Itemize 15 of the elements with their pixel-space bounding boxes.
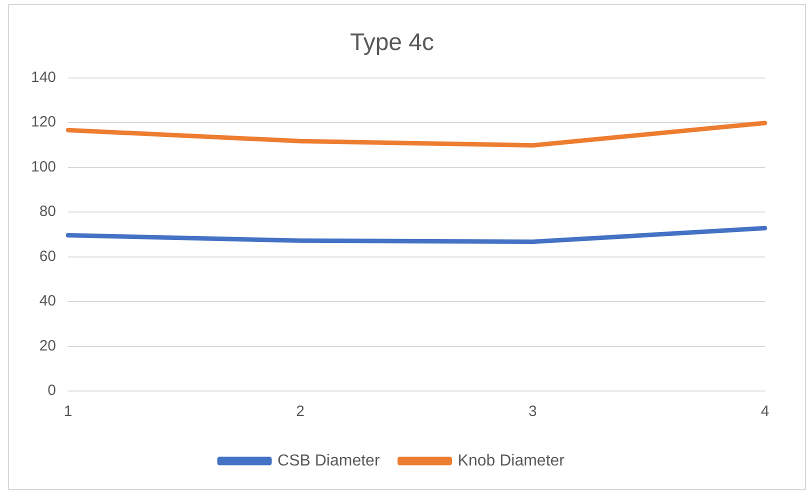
y-tick-label: 20 [39,337,56,354]
y-tick-label: 60 [39,248,56,265]
x-tick-label: 2 [296,403,305,420]
y-tick-label: 80 [39,203,56,220]
x-tick-label: 1 [64,403,72,420]
x-tick-label: 4 [760,403,770,420]
y-tick-label: 140 [30,68,56,86]
legend-label: Knob Diameter [458,452,566,470]
y-tick-label: 100 [30,158,56,176]
y-tick-label: 40 [39,292,56,310]
legend-label: CSB Diameter [278,452,380,470]
x-tick-label: 3 [528,403,537,420]
y-tick-label: 120 [30,114,56,131]
y-tick-label: 0 [48,382,56,400]
chart-title: Type 4c [350,29,434,56]
